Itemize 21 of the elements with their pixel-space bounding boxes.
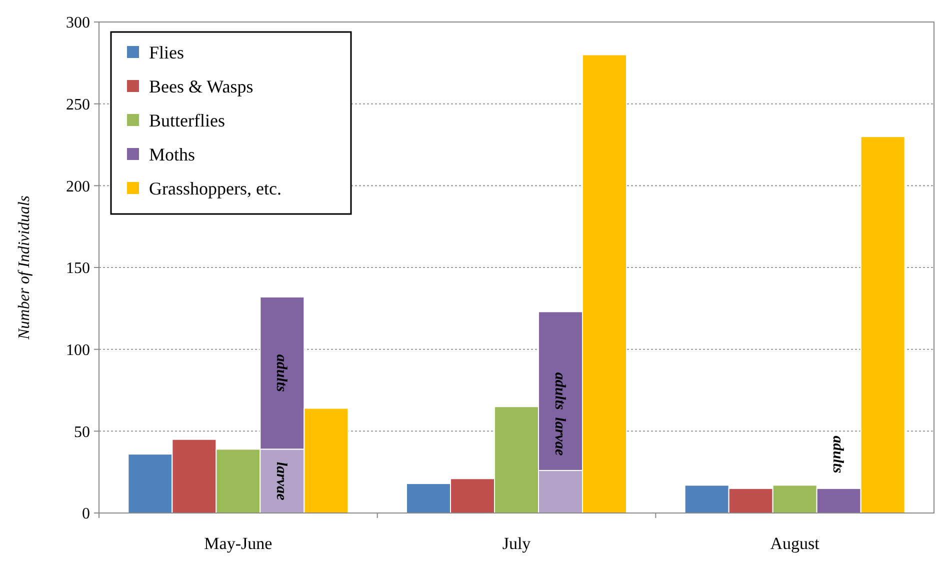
y-tick-label: 300 xyxy=(66,14,90,32)
legend-label: Moths xyxy=(149,144,196,164)
annotation: adults xyxy=(551,372,568,410)
y-tick-label: 200 xyxy=(66,178,90,196)
x-tick-label: August xyxy=(770,534,820,553)
legend-label: Grasshoppers, etc. xyxy=(149,178,282,198)
y-axis-title: Number of Individuals xyxy=(16,196,33,340)
x-tick-label: July xyxy=(502,534,532,553)
y-tick-label: 0 xyxy=(82,506,90,523)
y-tick-label: 250 xyxy=(66,96,90,114)
legend-label: Flies xyxy=(149,42,184,62)
y-tick-label: 50 xyxy=(74,424,90,441)
y-tick-label: 150 xyxy=(66,260,90,278)
annotation: larvae xyxy=(272,462,289,501)
annotation: adults xyxy=(830,436,846,474)
annotation: adults xyxy=(272,354,289,392)
legend-label: Bees & Wasps xyxy=(149,76,254,96)
annotation: larvae xyxy=(551,417,568,456)
legend-label: Butterflies xyxy=(149,110,225,130)
y-tick-label: 100 xyxy=(66,342,90,359)
x-tick-label: May-June xyxy=(204,534,272,553)
